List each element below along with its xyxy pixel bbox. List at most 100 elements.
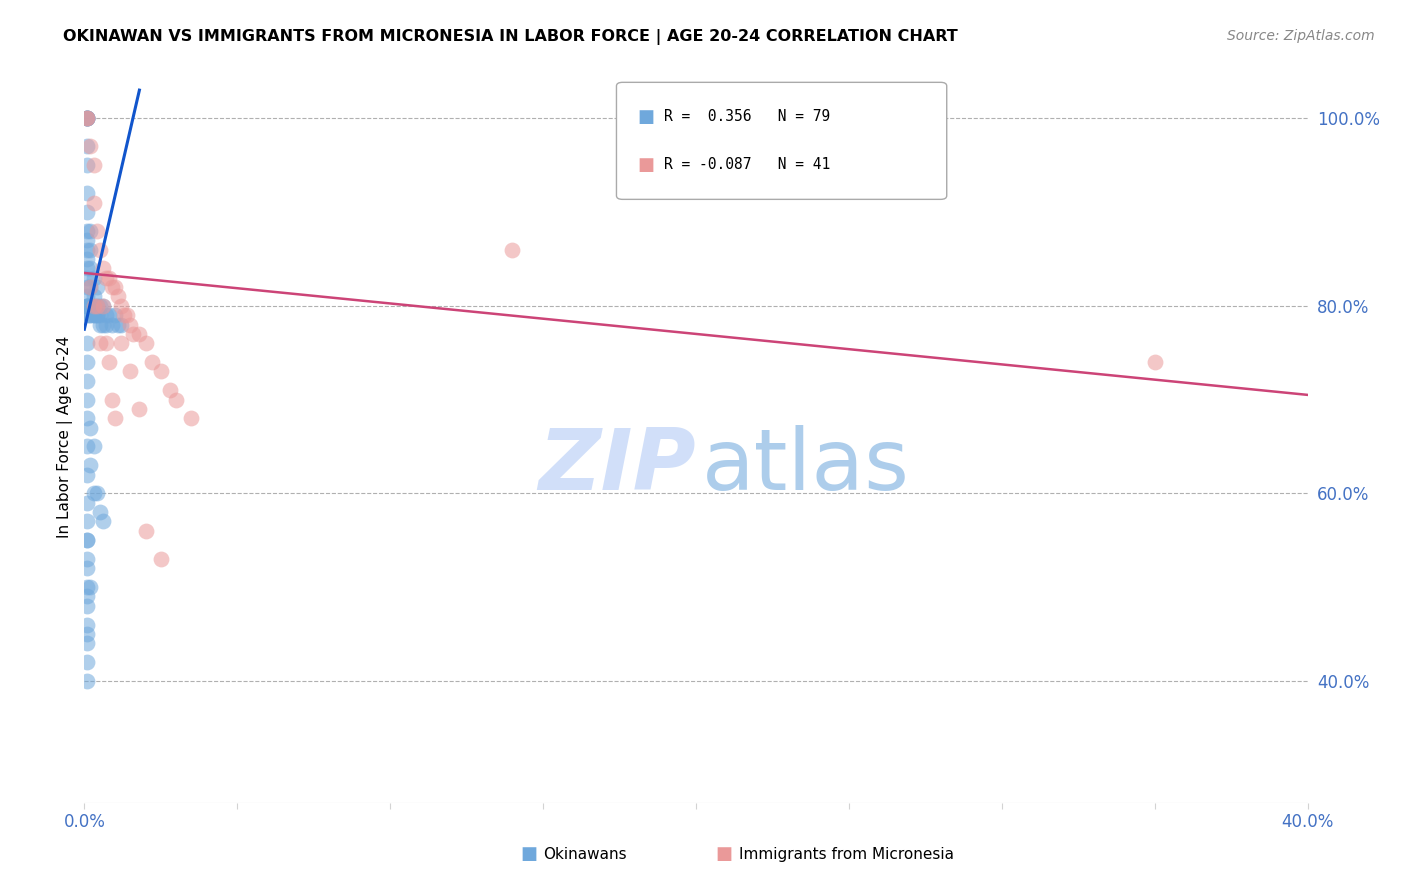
Point <box>76 299 98 313</box>
Point <box>76 112 98 126</box>
Point <box>86 299 108 313</box>
Point <box>79 139 101 153</box>
Point <box>101 280 124 294</box>
Point <box>83 270 105 285</box>
Point <box>83 289 105 303</box>
Point <box>76 243 98 257</box>
Point <box>83 486 105 500</box>
Point <box>76 496 98 510</box>
Point <box>76 261 98 276</box>
Point <box>76 112 98 126</box>
Point <box>86 308 108 322</box>
Point <box>115 308 138 322</box>
FancyBboxPatch shape <box>616 82 946 200</box>
Point <box>89 318 111 332</box>
Point <box>76 392 98 407</box>
Point <box>76 580 98 594</box>
Point <box>83 158 105 172</box>
Point <box>76 280 98 294</box>
Point <box>76 467 98 482</box>
Point <box>112 308 135 322</box>
Point <box>76 112 98 126</box>
Point <box>97 355 120 369</box>
Point <box>110 318 132 332</box>
Point <box>79 243 101 257</box>
Point <box>79 580 101 594</box>
Text: R = -0.087   N = 41: R = -0.087 N = 41 <box>664 158 831 172</box>
Point <box>94 308 117 322</box>
Point <box>76 355 98 369</box>
Point <box>141 355 163 369</box>
Point <box>83 308 105 322</box>
Point <box>110 336 132 351</box>
Point <box>128 326 150 341</box>
Point <box>76 252 98 266</box>
Point <box>97 270 120 285</box>
Text: ■: ■ <box>520 845 537 863</box>
Point <box>76 590 98 604</box>
Point <box>76 233 98 247</box>
Point <box>165 392 187 407</box>
Point <box>1143 355 1166 369</box>
Point <box>79 420 101 434</box>
Point <box>76 299 98 313</box>
Point <box>135 524 157 538</box>
Text: ■: ■ <box>716 845 733 863</box>
Point <box>79 308 101 322</box>
Point <box>149 552 172 566</box>
Point <box>76 617 98 632</box>
Point <box>149 364 172 378</box>
Point <box>89 308 111 322</box>
Point <box>76 561 98 575</box>
Text: Okinawans: Okinawans <box>543 847 627 862</box>
Point <box>79 224 101 238</box>
Point <box>76 673 98 688</box>
Point <box>76 299 98 313</box>
Point <box>79 458 101 473</box>
Point <box>91 299 114 313</box>
Point <box>76 533 98 548</box>
Point <box>91 261 114 276</box>
Point <box>94 336 117 351</box>
Point <box>79 308 101 322</box>
Point <box>89 243 111 257</box>
Point <box>76 515 98 529</box>
Point <box>83 308 105 322</box>
Point <box>76 112 98 126</box>
Point <box>502 243 524 257</box>
Point <box>104 308 127 322</box>
Point <box>86 280 108 294</box>
Text: ZIP: ZIP <box>538 425 696 508</box>
Point <box>89 336 111 351</box>
Point <box>91 299 114 313</box>
Text: R =  0.356   N = 79: R = 0.356 N = 79 <box>664 109 831 124</box>
Point <box>89 505 111 519</box>
Point <box>135 336 157 351</box>
Point <box>76 112 98 126</box>
Point <box>79 280 101 294</box>
Text: ■: ■ <box>637 156 654 174</box>
Point <box>122 326 145 341</box>
Point <box>180 411 202 425</box>
Point <box>76 289 98 303</box>
Point <box>76 374 98 388</box>
Point <box>104 280 127 294</box>
Text: Source: ZipAtlas.com: Source: ZipAtlas.com <box>1227 29 1375 44</box>
Point <box>94 318 117 332</box>
Point <box>101 318 124 332</box>
Point <box>104 411 127 425</box>
Point <box>107 318 129 332</box>
Point <box>76 533 98 548</box>
Point <box>120 318 142 332</box>
Point <box>76 308 98 322</box>
Point <box>86 486 108 500</box>
Point <box>79 299 101 313</box>
Point <box>76 655 98 669</box>
Point <box>76 224 98 238</box>
Point <box>76 186 98 201</box>
Text: atlas: atlas <box>702 425 910 508</box>
Point <box>83 299 105 313</box>
Point <box>83 195 105 210</box>
Point <box>76 270 98 285</box>
Point <box>159 383 181 397</box>
